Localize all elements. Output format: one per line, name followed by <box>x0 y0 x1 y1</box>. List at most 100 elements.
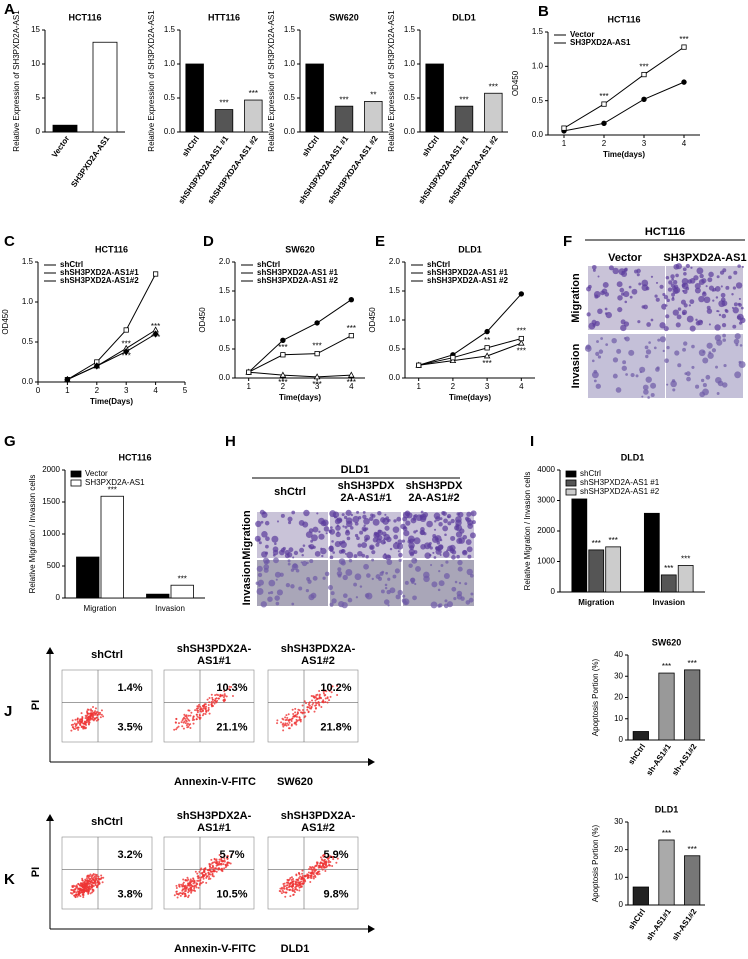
event <box>95 884 98 887</box>
event <box>226 864 229 867</box>
y-tick-label: 2000 <box>537 526 555 535</box>
event <box>89 892 92 895</box>
cell <box>255 520 262 528</box>
panel-letter: F <box>563 233 572 250</box>
event <box>81 879 84 882</box>
event <box>192 722 195 725</box>
y-tick-label: 0.0 <box>404 127 416 136</box>
cell <box>275 578 278 581</box>
event <box>318 690 321 693</box>
event <box>320 697 323 700</box>
cell <box>261 511 268 518</box>
event <box>293 714 296 717</box>
x-tick-label: shSH3PXD2A-AS1 #1 <box>177 134 231 206</box>
cell <box>323 526 330 532</box>
x-tick-label: shSH3PXD2A-AS1 #2 <box>446 134 500 206</box>
y-axis-label: Relative Migration / Invasion cells <box>28 475 37 594</box>
cell <box>586 312 591 317</box>
cell <box>468 597 474 603</box>
chart-title: SW620 <box>329 12 359 22</box>
event <box>88 885 91 888</box>
flow-plot <box>61 836 153 910</box>
event <box>217 697 220 700</box>
column-label: shCtrl <box>274 486 306 498</box>
event <box>197 886 200 889</box>
quadrant-percent: 5.9% <box>323 849 348 861</box>
chart-title: DLD1 <box>452 12 476 22</box>
cell <box>362 514 367 519</box>
legend-label: shSH3PXD2A-AS1 #2 <box>580 487 660 496</box>
cell <box>387 604 390 607</box>
cell <box>371 514 376 518</box>
cell <box>700 320 703 323</box>
cell <box>734 333 741 340</box>
cell <box>439 554 442 557</box>
marker <box>681 79 687 85</box>
cell <box>708 271 714 278</box>
event <box>218 853 221 856</box>
cell <box>359 585 363 588</box>
event <box>90 886 93 889</box>
bar <box>677 565 694 593</box>
cell <box>305 531 313 539</box>
event <box>175 718 178 721</box>
event <box>194 709 197 712</box>
cell <box>734 371 742 379</box>
bar <box>605 546 622 593</box>
event <box>215 693 218 696</box>
event <box>94 712 97 715</box>
event <box>222 863 225 866</box>
event <box>207 706 210 709</box>
event <box>77 892 80 895</box>
cell <box>659 284 664 289</box>
event <box>203 870 206 873</box>
event <box>88 880 91 883</box>
chart-title: SW620 <box>652 637 682 647</box>
y-tick-label: 0.0 <box>284 127 296 136</box>
cell <box>365 537 369 541</box>
event <box>90 717 93 720</box>
event <box>288 727 291 730</box>
event <box>181 889 184 892</box>
event <box>83 881 86 884</box>
event <box>318 697 321 700</box>
bar <box>364 101 383 133</box>
event <box>82 893 85 896</box>
cell <box>387 577 391 581</box>
cell <box>686 315 694 323</box>
y-tick-label: 2.0 <box>219 257 231 266</box>
cell <box>612 357 619 363</box>
event <box>184 894 187 897</box>
y-tick-label: 2.0 <box>389 257 401 266</box>
event <box>83 890 86 893</box>
event <box>288 718 291 721</box>
cell <box>654 294 658 298</box>
event <box>174 721 177 724</box>
event <box>298 709 301 712</box>
row-label: Invasion <box>241 560 253 605</box>
event <box>320 706 323 709</box>
event <box>180 883 183 886</box>
event <box>177 725 180 728</box>
cell <box>687 279 693 284</box>
cell <box>384 513 387 516</box>
cell <box>593 379 597 383</box>
cell <box>410 517 417 524</box>
event <box>335 861 338 864</box>
event <box>74 885 77 888</box>
event <box>279 887 282 890</box>
series-line <box>418 293 522 366</box>
cell <box>414 582 417 586</box>
event <box>215 697 218 700</box>
event <box>198 703 201 706</box>
event <box>312 877 315 880</box>
event <box>198 717 201 720</box>
cell <box>408 563 413 568</box>
marker <box>152 330 159 338</box>
event <box>309 881 312 884</box>
cell <box>386 559 393 566</box>
arrow-head <box>46 814 54 821</box>
cell <box>676 314 682 320</box>
cell <box>665 314 670 319</box>
cell <box>471 520 476 525</box>
